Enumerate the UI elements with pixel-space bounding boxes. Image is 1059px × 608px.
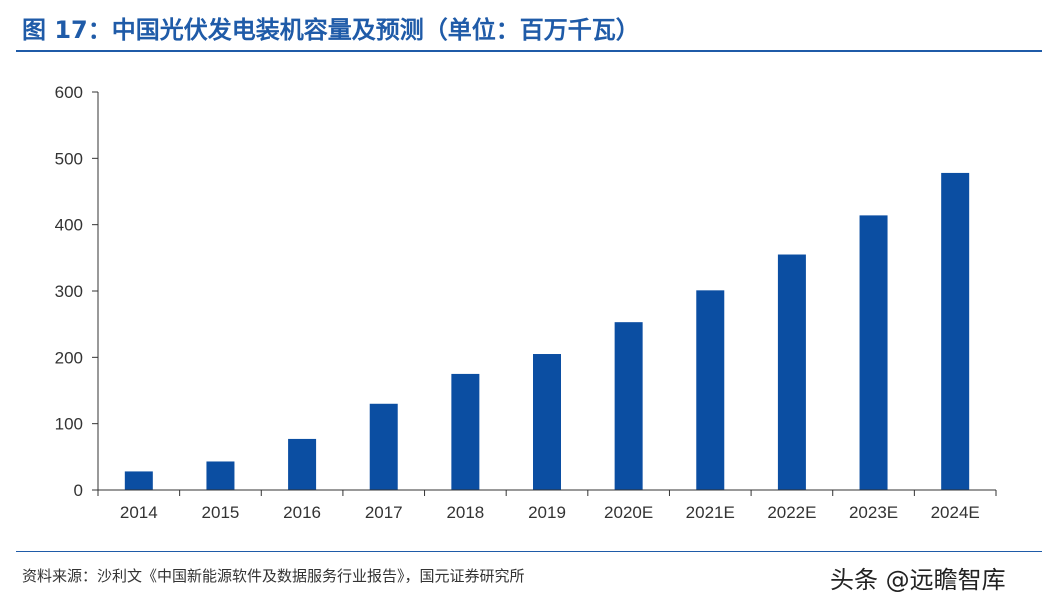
bar-2024E [941, 172, 970, 490]
bar-2020E [614, 322, 643, 490]
y-tick-label: 100 [55, 415, 83, 434]
x-tick-label: 2018 [446, 503, 484, 522]
y-tick-label: 200 [55, 348, 83, 367]
bar-2019 [533, 354, 561, 490]
bars [124, 172, 970, 490]
x-tick-label: 2019 [528, 503, 566, 522]
bar-2018 [451, 373, 480, 490]
bar-chart: 0 100 200 300 400 500 600 2014 2015 2016 2017 2018… [55, 83, 997, 522]
y-tick-label: 500 [55, 149, 83, 168]
x-tick-label: 2021E [686, 503, 735, 522]
x-tick-label: 2016 [283, 503, 321, 522]
bar-2015 [206, 461, 235, 490]
title-divider [16, 50, 1042, 52]
y-tick-label: 300 [55, 282, 83, 301]
bar-2014 [124, 471, 153, 490]
bar-2022E [777, 254, 806, 490]
x-tick-label: 2020E [604, 503, 653, 522]
bar-2016 [288, 438, 317, 490]
y-tick-label: 0 [74, 481, 83, 500]
bar-2021E [696, 290, 725, 490]
x-tick-label: 2022E [767, 503, 816, 522]
bar-2017 [369, 403, 398, 490]
bar-2023E [859, 215, 888, 490]
watermark-text: 头条 @远瞻智库 [830, 566, 1006, 594]
source-note: 资料来源：沙利文《中国新能源软件及数据服务行业报告》，国元证券研究所 [22, 567, 525, 585]
x-tick-label: 2014 [120, 503, 158, 522]
x-tick-label: 2015 [202, 503, 240, 522]
y-tick-label: 600 [55, 83, 83, 102]
chart-title: 图 17：中国光伏发电装机容量及预测（单位：百万千瓦） [22, 16, 640, 44]
y-axis: 0 100 200 300 400 500 600 [55, 83, 99, 500]
footer-divider [16, 551, 1042, 552]
x-tick-label: 2024E [931, 503, 980, 522]
x-tick-label: 2023E [849, 503, 898, 522]
x-tick-label: 2017 [365, 503, 403, 522]
x-axis: 2014 2015 2016 2017 2018 2019 2020E 2021E 2022E 2… [97, 489, 997, 522]
y-tick-label: 400 [55, 216, 83, 235]
